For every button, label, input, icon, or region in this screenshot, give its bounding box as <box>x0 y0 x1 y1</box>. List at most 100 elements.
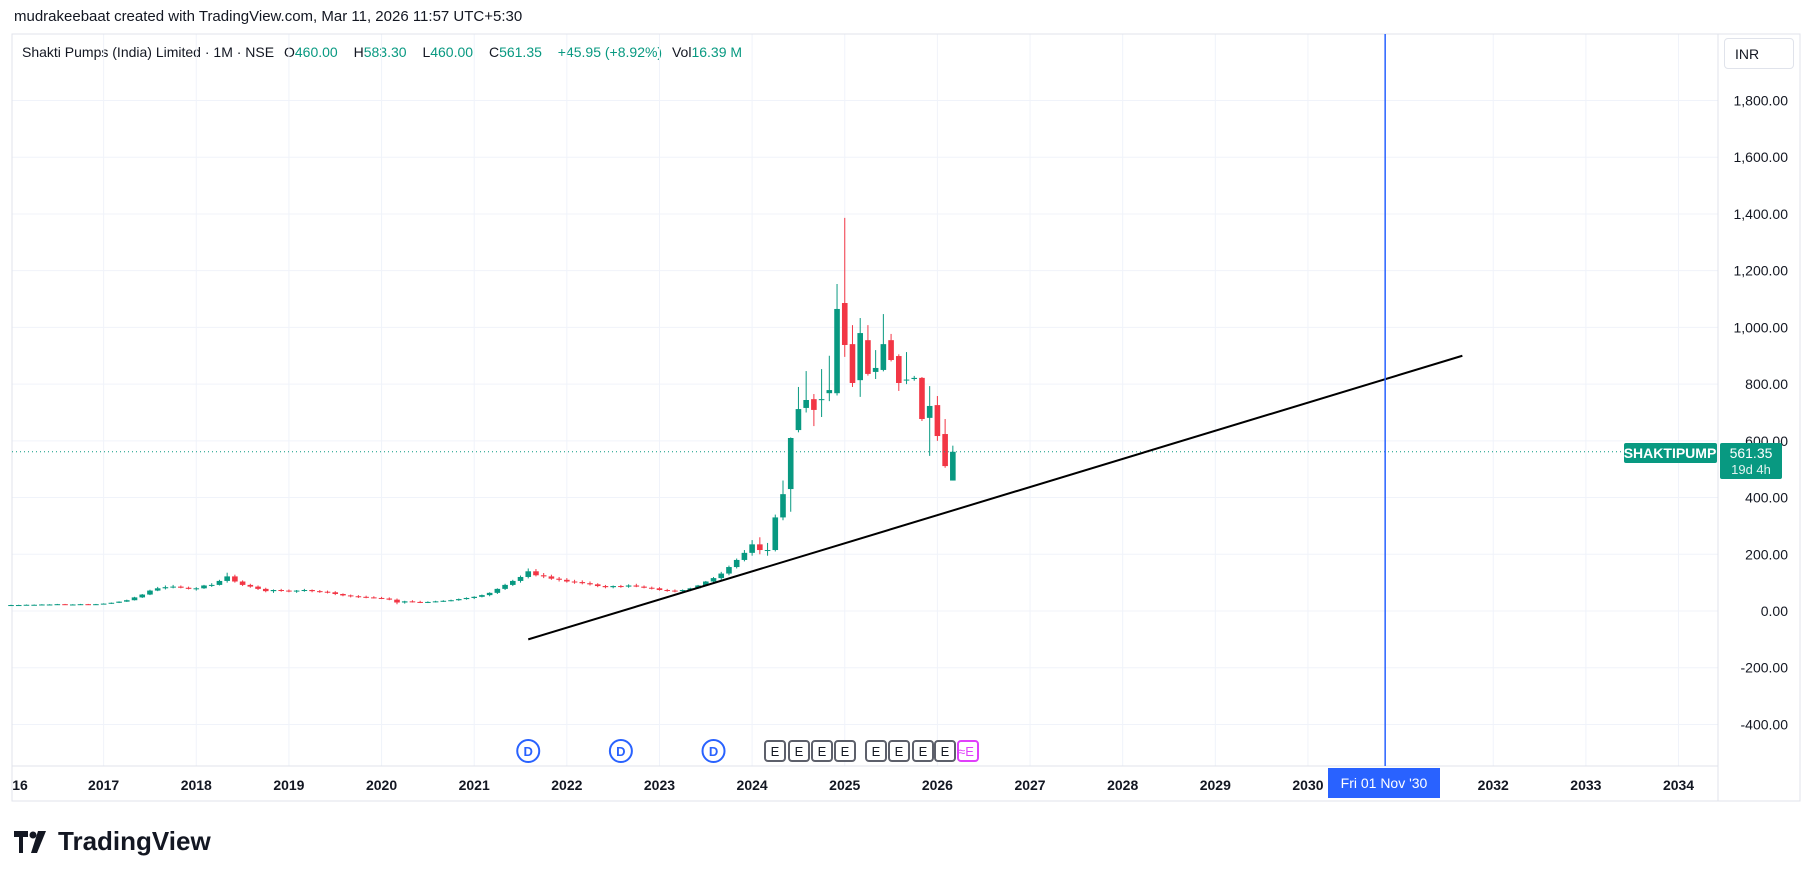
candle <box>293 590 300 593</box>
candle <box>849 325 856 387</box>
time-axis-label: 2018 <box>181 777 212 793</box>
close-label: C <box>488 44 500 60</box>
candle-body <box>733 559 740 568</box>
candle <box>772 514 779 552</box>
upcoming-earnings-icon <box>957 740 979 762</box>
candle <box>363 595 369 599</box>
candle-body <box>625 585 632 587</box>
low-label: L <box>422 44 431 60</box>
open-label: O <box>283 44 295 60</box>
candle-body <box>309 590 315 592</box>
high-number: 583.30 <box>363 44 407 60</box>
upcoming-earnings-marker[interactable]: ≈E <box>957 740 979 762</box>
candle <box>201 584 207 589</box>
candle-body <box>579 582 586 584</box>
symbol-title[interactable]: Shakti Pumps (India) Limited · 1M · NSE <box>22 44 275 60</box>
currency-button[interactable]: INR <box>1724 38 1794 69</box>
candle <box>100 603 107 605</box>
candle-body <box>425 601 431 603</box>
candle-body <box>587 583 593 585</box>
candle-body <box>286 590 292 592</box>
candle-body <box>355 596 362 598</box>
candle <box>124 599 130 602</box>
candle-body <box>618 586 624 588</box>
candle <box>131 596 138 601</box>
earnings-marker[interactable]: E <box>764 740 786 762</box>
candle <box>262 587 269 593</box>
candle <box>571 579 578 584</box>
candle-body <box>656 588 663 591</box>
time-axis-label: 2021 <box>459 777 490 793</box>
candle-body <box>533 571 539 576</box>
candle <box>818 369 825 418</box>
candle <box>811 394 817 427</box>
candle <box>247 583 254 588</box>
candle-body <box>39 604 45 606</box>
candle <box>270 589 277 593</box>
tradingview-logo[interactable]: TradingView <box>14 826 211 857</box>
earnings-marker[interactable]: E <box>888 740 910 762</box>
earnings-label: E <box>941 744 950 759</box>
low-number: 460.00 <box>430 44 474 60</box>
candle <box>324 590 331 594</box>
candle-body <box>780 494 786 518</box>
candle-body <box>324 591 331 593</box>
tradingview-logo-icon <box>14 830 46 853</box>
candle <box>286 589 292 593</box>
symbol-price-tag: SHAKTIPUMP 561.35 19d 4h <box>1624 443 1782 479</box>
trendline[interactable] <box>527 354 1463 641</box>
candle <box>216 579 223 586</box>
earnings-marker[interactable]: E <box>788 740 810 762</box>
candle <box>564 578 570 583</box>
dividend-marker[interactable]: D <box>701 739 726 763</box>
candle <box>147 589 153 596</box>
candle <box>386 597 393 601</box>
earnings-marker[interactable]: E <box>934 740 956 762</box>
time-axis-label: 2028 <box>1107 777 1138 793</box>
change-value: +45.95 (+8.92%) <box>557 44 663 60</box>
candle-body <box>193 588 200 590</box>
candle <box>46 604 53 606</box>
dividend-marker[interactable]: D <box>516 739 541 763</box>
earnings-marker[interactable]: E <box>834 740 856 762</box>
candle <box>448 599 454 602</box>
candle <box>471 596 477 600</box>
time-axis-label: 2024 <box>737 777 768 793</box>
candle <box>950 445 956 481</box>
candle-body <box>942 434 948 467</box>
price-axis-label: 1,000.00 <box>1734 319 1789 335</box>
candle-body <box>293 590 300 592</box>
earnings-marker[interactable]: E <box>912 740 934 762</box>
earnings-marker[interactable]: E <box>811 740 833 762</box>
candle <box>733 558 740 569</box>
candle <box>525 568 532 579</box>
candle <box>332 591 339 596</box>
candle-body <box>232 576 238 582</box>
candle-body <box>757 544 763 551</box>
candle-body <box>834 308 840 394</box>
candle-body <box>664 590 670 592</box>
candle-body <box>154 588 161 591</box>
candle <box>54 603 61 606</box>
candle-body <box>764 550 771 552</box>
candle <box>178 585 184 589</box>
candle <box>618 584 624 588</box>
earnings-marker[interactable]: E <box>865 740 887 762</box>
candle-body <box>826 390 833 394</box>
earnings-label: E <box>895 744 904 759</box>
candle <box>502 583 508 591</box>
candle-body <box>432 601 439 603</box>
chart-frame <box>11 33 1801 802</box>
candle-body <box>950 451 956 481</box>
candle-body <box>340 593 346 596</box>
candle-body <box>108 602 115 604</box>
candle <box>15 604 22 607</box>
candle <box>648 586 655 590</box>
candle <box>780 480 786 521</box>
earnings-icon <box>912 740 934 762</box>
price-axis-label: -200.00 <box>1741 660 1789 676</box>
low-value: L460.00 <box>422 44 479 60</box>
dividend-marker[interactable]: D <box>608 739 633 763</box>
earnings-label: E <box>919 744 928 759</box>
